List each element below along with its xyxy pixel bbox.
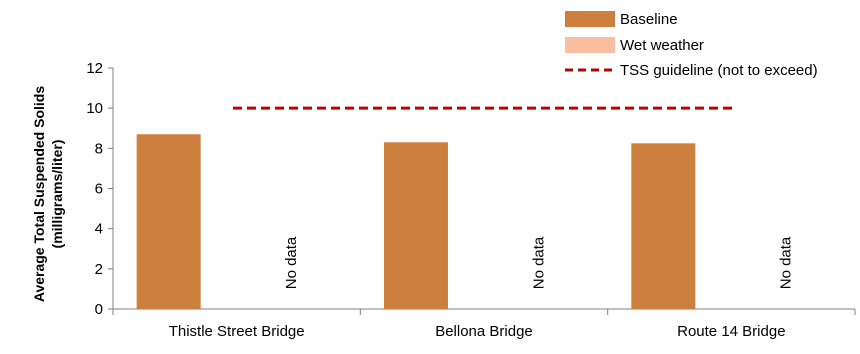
legend-swatch-wet-weather bbox=[565, 37, 615, 53]
x-tick-label-1: Bellona Bridge bbox=[435, 323, 533, 340]
y-axis-title: Average Total Suspended Solids (milligra… bbox=[31, 86, 65, 302]
bar-baseline-1 bbox=[383, 142, 448, 309]
y-tick-label-0: 0 bbox=[95, 301, 103, 318]
y-axis-title-line1: Average Total Suspended Solids bbox=[31, 86, 47, 302]
y-tick-label-4: 4 bbox=[95, 221, 103, 238]
legend-label-baseline: Baseline bbox=[620, 11, 678, 28]
y-axis-title-line2: (milligrams/liter) bbox=[49, 140, 65, 249]
y-tick-label-12: 12 bbox=[86, 60, 103, 77]
legend-label-guideline: TSS guideline (not to exceed) bbox=[620, 62, 818, 79]
annotation-no-data-1: No data bbox=[530, 236, 547, 289]
legend-swatch-baseline bbox=[565, 11, 615, 27]
y-tick-label-10: 10 bbox=[86, 100, 103, 117]
x-tick-label-2: Route 14 Bridge bbox=[677, 323, 785, 340]
legend-label-wet-weather: Wet weather bbox=[620, 37, 704, 54]
y-tick-label-8: 8 bbox=[95, 140, 103, 157]
annotation-no-data-0: No data bbox=[283, 236, 300, 289]
legend: Baseline Wet weather TSS guideline (not … bbox=[565, 11, 818, 79]
plot-area: 0 2 4 6 8 10 12 No data Thistle Street Bridge No … bbox=[86, 60, 856, 340]
y-tick-label-6: 6 bbox=[95, 181, 103, 198]
annotation-no-data-2: No data bbox=[778, 236, 795, 289]
bar-baseline-0 bbox=[136, 134, 201, 309]
y-tick-label-2: 2 bbox=[95, 261, 103, 278]
bar-baseline-2 bbox=[631, 143, 696, 309]
x-tick-label-0: Thistle Street Bridge bbox=[169, 323, 305, 340]
